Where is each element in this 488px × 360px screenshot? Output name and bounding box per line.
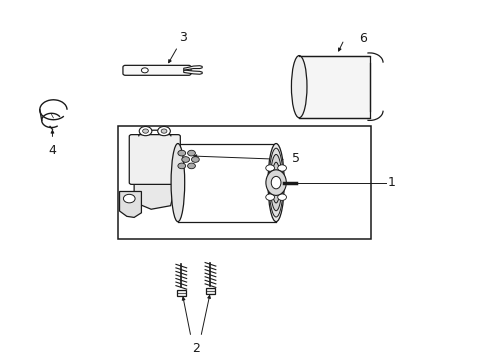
Circle shape bbox=[141, 68, 148, 73]
Bar bbox=[299, 55, 369, 118]
Circle shape bbox=[277, 194, 286, 201]
Bar bbox=[205, 288, 214, 294]
Text: 4: 4 bbox=[48, 144, 56, 157]
Bar bbox=[177, 290, 185, 296]
Ellipse shape bbox=[271, 162, 280, 203]
Circle shape bbox=[158, 126, 170, 136]
Ellipse shape bbox=[268, 148, 283, 217]
Polygon shape bbox=[119, 192, 141, 217]
Circle shape bbox=[265, 194, 274, 201]
Ellipse shape bbox=[171, 144, 184, 222]
Text: 5: 5 bbox=[291, 152, 300, 165]
Circle shape bbox=[182, 157, 189, 162]
Circle shape bbox=[178, 163, 185, 169]
Polygon shape bbox=[134, 183, 175, 209]
Polygon shape bbox=[183, 70, 202, 74]
Circle shape bbox=[139, 126, 152, 136]
FancyBboxPatch shape bbox=[129, 135, 180, 184]
Circle shape bbox=[191, 157, 199, 162]
Ellipse shape bbox=[291, 55, 306, 118]
Circle shape bbox=[142, 129, 148, 133]
Text: 2: 2 bbox=[192, 342, 200, 355]
Ellipse shape bbox=[271, 176, 281, 189]
Circle shape bbox=[187, 163, 195, 169]
Polygon shape bbox=[183, 66, 202, 70]
Ellipse shape bbox=[265, 170, 286, 195]
Text: 3: 3 bbox=[179, 31, 186, 44]
Ellipse shape bbox=[267, 144, 284, 222]
FancyBboxPatch shape bbox=[122, 66, 191, 75]
Circle shape bbox=[265, 165, 274, 171]
Text: 6: 6 bbox=[358, 32, 366, 45]
Circle shape bbox=[123, 194, 135, 203]
Circle shape bbox=[187, 150, 195, 156]
Circle shape bbox=[178, 150, 185, 156]
Bar bbox=[118, 126, 370, 239]
Text: 1: 1 bbox=[387, 176, 395, 189]
Circle shape bbox=[277, 165, 286, 171]
Ellipse shape bbox=[270, 154, 282, 211]
Circle shape bbox=[161, 129, 166, 133]
